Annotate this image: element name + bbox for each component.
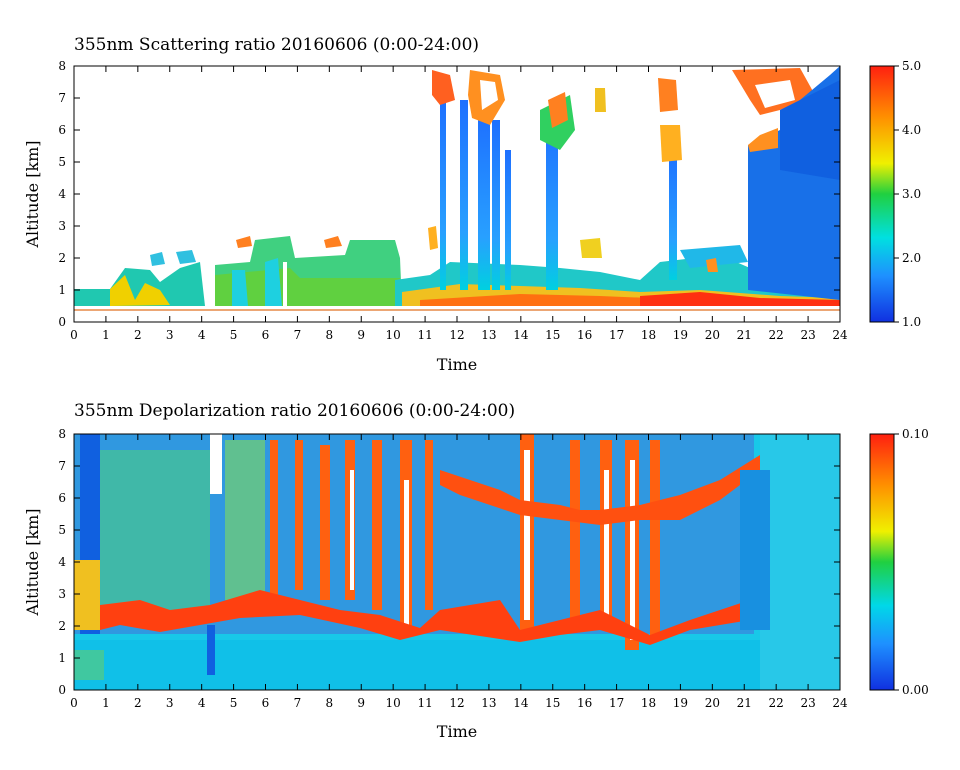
x-tick-label: 4 [198,696,206,710]
colorbar-ticks: 0.00 0.10 [894,427,929,697]
chart-title: 355nm Scattering ratio 20160606 (0:00-24… [74,35,479,55]
x-tick-label: 3 [166,328,174,342]
x-tick-label: 10 [386,696,401,710]
x-tick-label: 18 [641,696,656,710]
y-tick-label: 8 [58,59,66,73]
x-tick-label: 2 [134,696,142,710]
x-tick-label: 11 [417,696,432,710]
x-tick-label: 5 [230,696,238,710]
heatmap-depolarization [74,434,840,690]
panel-depolarization: 355nm Depolarization ratio 20160606 (0:0… [23,401,929,741]
x-tick-label: 24 [832,696,848,710]
x-tick-label: 8 [326,696,334,710]
x-tick-label: 11 [417,328,432,342]
x-tick-label: 14 [513,328,529,342]
x-tick-label: 17 [609,328,624,342]
y-tick-label: 0 [58,683,66,697]
y-tick-label: 6 [58,123,66,137]
y-tick-label: 5 [58,155,66,169]
axis-ticks: 0 1 2 3 4 5 6 7 8 9 10 11 12 13 14 15 16 17 18 19 20 21 22 23 24… [58,427,848,710]
chart-title: 355nm Depolarization ratio 20160606 (0:0… [74,401,515,421]
x-tick-label: 15 [545,328,560,342]
x-tick-label: 13 [481,328,496,342]
x-tick-label: 20 [705,696,720,710]
y-tick-label: 2 [58,251,66,265]
x-tick-label: 2 [134,328,142,342]
colorbar-tick-label: 4.0 [902,123,921,137]
x-axis-label: Time [437,355,477,374]
x-tick-label: 6 [262,328,270,342]
x-tick-label: 1 [102,328,110,342]
x-tick-label: 7 [294,696,302,710]
x-tick-label: 22 [769,328,784,342]
y-tick-label: 3 [58,219,66,233]
y-tick-label: 8 [58,427,66,441]
y-axis-label: Altitude [km] [23,140,42,248]
x-tick-label: 20 [705,328,720,342]
y-tick-label: 5 [58,523,66,537]
colorbar-tick-label: 0.00 [902,683,929,697]
x-tick-label: 18 [641,328,656,342]
y-tick-label: 2 [58,619,66,633]
colorbar-tick-label: 0.10 [902,427,929,441]
x-tick-label: 24 [832,328,848,342]
y-tick-label: 0 [58,315,66,329]
x-tick-label: 22 [769,696,784,710]
x-tick-label: 10 [386,328,401,342]
x-tick-label: 23 [800,328,815,342]
x-tick-label: 0 [70,696,78,710]
x-tick-label: 14 [513,696,529,710]
x-tick-label: 19 [673,696,688,710]
x-tick-label: 1 [102,696,110,710]
x-tick-label: 17 [609,696,624,710]
x-tick-label: 9 [357,696,365,710]
y-axis-label: Altitude [km] [23,508,42,616]
x-tick-label: 16 [577,328,592,342]
y-tick-label: 1 [58,651,66,665]
x-tick-label: 15 [545,696,560,710]
x-tick-label: 6 [262,696,270,710]
x-axis-label: Time [437,722,477,741]
x-tick-label: 19 [673,328,688,342]
x-tick-label: 12 [449,328,464,342]
x-tick-label: 23 [800,696,815,710]
x-tick-label: 16 [577,696,592,710]
colorbar-tick-label: 5.0 [902,59,921,73]
colorbar [869,65,895,323]
y-tick-label: 7 [58,459,66,473]
x-tick-label: 12 [449,696,464,710]
heatmap-scattering [74,66,840,322]
x-tick-label: 3 [166,696,174,710]
y-tick-label: 3 [58,587,66,601]
axis-ticks: 0 1 2 3 4 5 6 7 8 9 10 11 12 13 14 15 16 17 18 19 20 21 22 23 24… [58,59,848,342]
colorbar-tick-label: 3.0 [902,187,921,201]
y-tick-label: 1 [58,283,66,297]
y-tick-label: 7 [58,91,66,105]
colorbar [869,433,895,691]
x-tick-label: 9 [357,328,365,342]
panel-scattering: 355nm Scattering ratio 20160606 (0:00-24… [23,35,921,374]
y-tick-label: 4 [58,555,66,569]
x-tick-label: 8 [326,328,334,342]
x-tick-label: 4 [198,328,206,342]
y-tick-label: 6 [58,491,66,505]
x-tick-label: 21 [737,328,752,342]
x-tick-label: 13 [481,696,496,710]
x-tick-label: 0 [70,328,78,342]
colorbar-tick-label: 2.0 [902,251,921,265]
y-tick-label: 4 [58,187,66,201]
x-tick-label: 7 [294,328,302,342]
colorbar-ticks: 1.0 2.0 3.0 4.0 5.0 [894,59,921,329]
x-tick-label: 5 [230,328,238,342]
x-tick-label: 21 [737,696,752,710]
colorbar-tick-label: 1.0 [902,315,921,329]
